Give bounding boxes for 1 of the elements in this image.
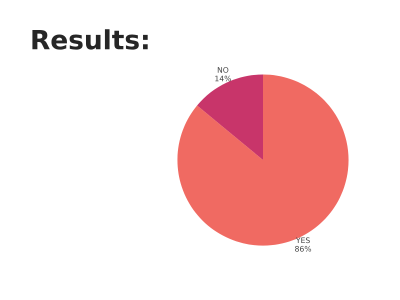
chart-title: Results: bbox=[32, 29, 148, 50]
